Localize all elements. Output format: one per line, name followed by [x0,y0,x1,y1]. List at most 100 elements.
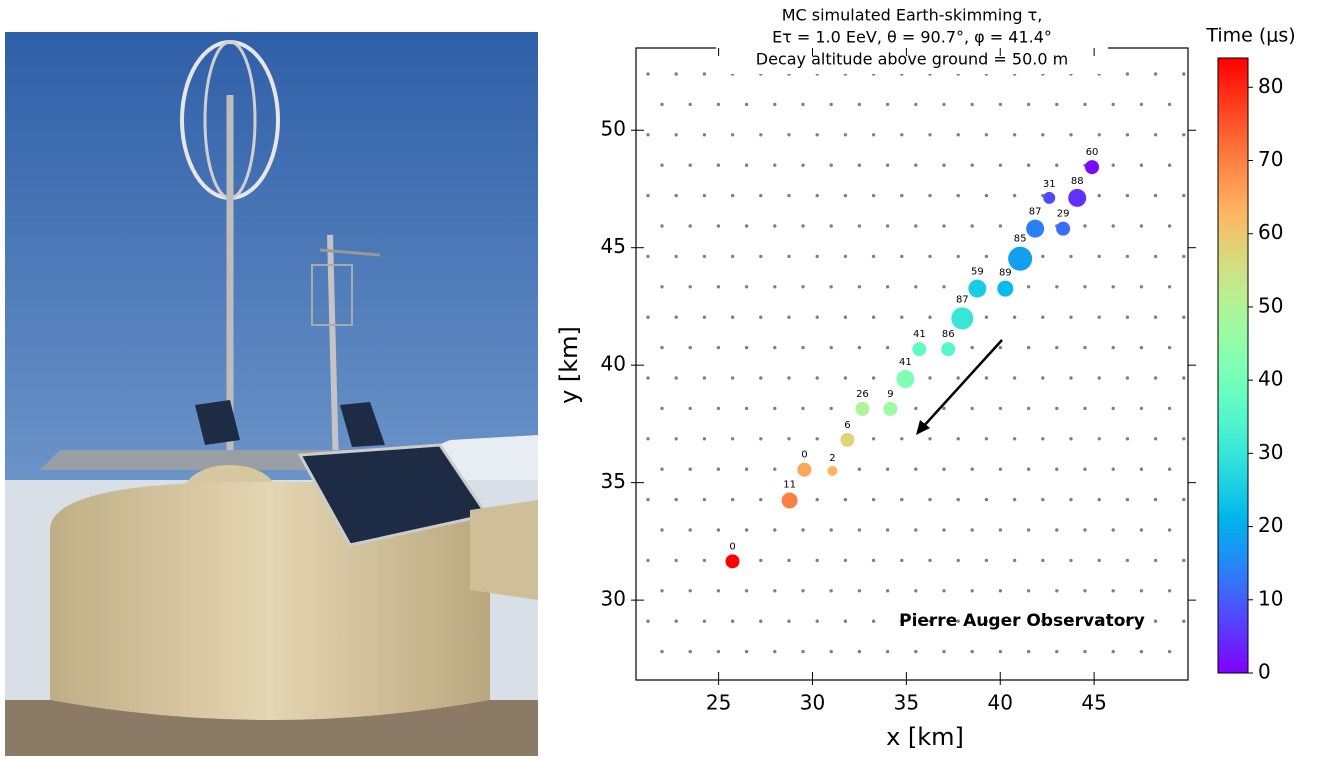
point [912,342,927,357]
station [843,315,848,319]
station [1055,285,1059,289]
plot-area [635,47,1189,681]
station [815,254,819,259]
station [1167,102,1172,107]
station [730,497,735,502]
photo [5,32,538,756]
station [970,528,974,532]
station [942,406,946,411]
station [1012,619,1017,623]
station [759,437,763,441]
station [1055,467,1059,471]
station [998,467,1003,471]
station [956,437,960,441]
station [1139,649,1144,654]
station [716,528,721,532]
station [1153,437,1158,441]
station [646,437,650,441]
station [660,102,664,107]
point [1026,219,1045,238]
station [646,619,650,623]
annotation: Pierre Auger Observatory [899,611,1145,631]
station [885,467,890,471]
station [1083,528,1087,532]
colorbar-tick-label: 40 [1258,367,1283,391]
point-label: 41 [899,357,912,368]
station [660,649,664,654]
station [928,133,932,137]
station [900,437,904,441]
x-tick-label: 35 [894,691,919,715]
station [914,224,918,228]
station [1083,649,1087,654]
station [984,254,989,259]
station [801,589,805,593]
station [885,224,890,228]
station [1125,193,1130,198]
station [1167,649,1172,654]
station [1097,315,1101,319]
point-label: 86 [942,329,955,340]
point-label: 2 [829,453,835,464]
station [857,285,862,289]
station [1167,163,1172,167]
station [1097,558,1101,563]
point-label: 89 [999,268,1012,279]
station [773,102,777,107]
colorbar [1217,57,1249,674]
point [725,554,740,569]
station [1083,589,1087,593]
station [1153,497,1158,502]
station [1083,224,1087,228]
station [1097,376,1101,380]
station [688,406,692,411]
station [1153,558,1158,563]
station [885,528,890,532]
station [688,345,692,350]
point-label: 60 [1086,147,1099,158]
colorbar-tick-label: 0 [1258,660,1271,684]
station [970,467,974,471]
station [928,193,932,198]
y-tick-label: 30 [601,587,626,611]
station [857,649,862,654]
station [1167,285,1172,289]
station [1153,133,1158,137]
station [1182,193,1186,198]
station [730,315,735,319]
station [970,589,974,593]
station [998,406,1003,411]
station [1111,345,1115,350]
station [1153,193,1158,198]
station [871,315,876,319]
station [1125,619,1130,623]
station [759,315,763,319]
station [885,163,890,167]
point [896,370,915,389]
station [716,163,721,167]
station [984,376,989,380]
station [1139,285,1144,289]
station [815,315,819,319]
station [1097,133,1101,137]
station [843,254,848,259]
station [829,649,833,654]
station [1167,345,1172,350]
station [674,437,678,441]
station [1083,345,1087,350]
station [660,528,664,532]
station [1083,285,1087,289]
station [956,619,960,623]
station [871,558,876,563]
station [716,285,721,289]
point [1043,191,1056,204]
station [942,528,946,532]
station [688,102,692,107]
station [759,376,763,380]
station [1069,497,1073,502]
station [815,558,819,563]
station [998,102,1003,107]
station [1153,376,1158,380]
colorbar-label: Time (μs) [1205,25,1295,47]
point [968,279,987,298]
